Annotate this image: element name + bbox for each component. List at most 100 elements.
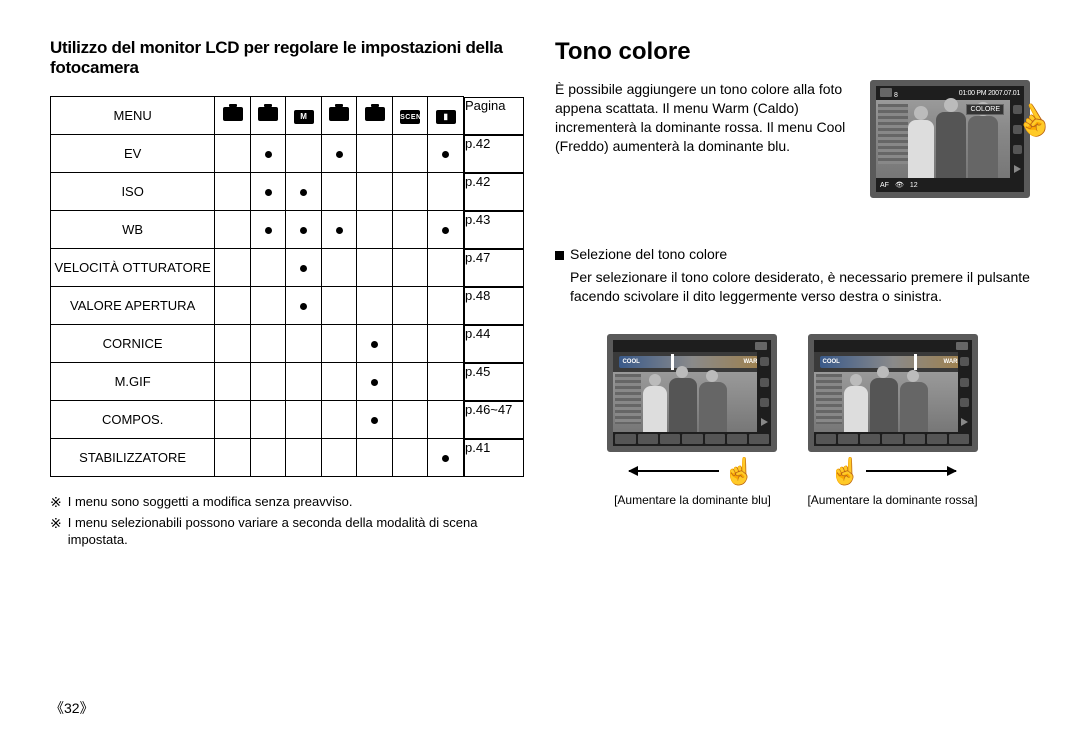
page-number: 《32》 — [50, 698, 94, 718]
menu-dot-cell — [215, 135, 251, 173]
menu-dot-cell — [428, 401, 464, 439]
bullet-square-icon — [555, 251, 564, 260]
lcd-preview-main: 8 01:00 PM 2007.07.01 COLORE AF 👁 — [870, 80, 1030, 198]
menu-dot-cell — [428, 173, 464, 211]
menu-row-page: p.42 — [464, 135, 524, 173]
menu-dot-cell — [357, 325, 393, 363]
menu-row-page: p.41 — [464, 439, 524, 477]
menu-header-mode-icon — [321, 97, 357, 135]
lcd-preview-warm: COOL WARM — [808, 334, 978, 452]
lcd-top-count: 8 — [894, 92, 898, 99]
table-row: ISOp.42 — [51, 173, 525, 211]
menu-header-mode-icon: ▮ — [428, 97, 464, 135]
menu-row-page: p.43 — [464, 211, 524, 249]
menu-dot-cell — [392, 363, 428, 401]
table-row: COMPOS.p.46~47 — [51, 401, 525, 439]
menu-dot-cell — [250, 325, 286, 363]
menu-dot-cell — [392, 135, 428, 173]
menu-dot-cell — [357, 439, 393, 477]
lcd-af-label: AF — [880, 182, 889, 189]
lcd-colore-chip: COLORE — [966, 104, 1004, 115]
menu-dot-cell — [215, 401, 251, 439]
menu-dot-cell — [286, 401, 322, 439]
menu-dot-cell — [215, 363, 251, 401]
menu-dot-cell — [250, 249, 286, 287]
table-row: WBp.43 — [51, 211, 525, 249]
left-heading: Utilizzo del monitor LCD per regolare le… — [50, 38, 525, 78]
menu-dot-cell — [321, 439, 357, 477]
menu-dot-cell — [215, 287, 251, 325]
menu-dot-cell — [357, 249, 393, 287]
menu-row-page: p.48 — [464, 287, 524, 325]
menu-dot-cell — [215, 439, 251, 477]
menu-dot-cell — [428, 439, 464, 477]
menu-dot-cell — [250, 173, 286, 211]
note-marker-icon: ※ — [50, 493, 62, 512]
menu-dot-cell — [286, 439, 322, 477]
menu-row-label: CORNICE — [51, 325, 215, 363]
menu-dot-cell — [215, 211, 251, 249]
menu-dot-cell — [392, 249, 428, 287]
menu-dot-cell — [392, 401, 428, 439]
table-row: VELOCITÀ OTTURATOREp.47 — [51, 249, 525, 287]
menu-header-menu: MENU — [51, 97, 215, 135]
menu-dot-cell — [321, 401, 357, 439]
menu-dot-cell — [321, 287, 357, 325]
menu-row-label: EV — [51, 135, 215, 173]
menu-header-mode-icon — [215, 97, 251, 135]
menu-row-page: p.42 — [464, 173, 524, 211]
menu-header-mode-icon — [250, 97, 286, 135]
menu-dot-cell — [215, 325, 251, 363]
menu-row-page: p.47 — [464, 249, 524, 287]
menu-dot-cell — [392, 211, 428, 249]
menu-header-mode-icon: M — [286, 97, 322, 135]
table-row: STABILIZZATORE p.41 — [51, 439, 525, 477]
menu-dot-cell — [392, 287, 428, 325]
menu-row-page: p.45 — [464, 363, 524, 401]
lcd-top-datetime: 01:00 PM 2007.07.01 — [959, 90, 1020, 97]
menu-dot-cell — [321, 135, 357, 173]
notes: ※I menu sono soggetti a modifica senza p… — [50, 493, 525, 549]
menu-dot-cell — [392, 439, 428, 477]
menu-dot-cell — [321, 211, 357, 249]
menu-row-page: p.44 — [464, 325, 524, 363]
menu-dot-cell — [250, 287, 286, 325]
menu-row-label: STABILIZZATORE — [51, 439, 215, 477]
table-row: VALORE APERTURA p.48 — [51, 287, 525, 325]
menu-dot-cell — [250, 439, 286, 477]
slider-cool-label: COOL — [622, 359, 639, 365]
slider-cool-label: COOL — [823, 359, 840, 365]
right-heading: Tono colore — [555, 38, 1030, 66]
menu-row-label: COMPOS. — [51, 401, 215, 439]
menu-row-label: VALORE APERTURA — [51, 287, 215, 325]
intro-text: È possibile aggiungere un tono colore al… — [555, 80, 860, 198]
menu-dot-cell — [286, 211, 322, 249]
menu-dot-cell — [286, 135, 322, 173]
note-marker-icon: ※ — [50, 514, 62, 549]
section-body: Per selezionare il tono colore desiderat… — [555, 268, 1030, 306]
menu-dot-cell — [321, 363, 357, 401]
caption-cool: [Aumentare la dominante blu] — [614, 493, 771, 507]
menu-dot-cell — [321, 325, 357, 363]
lcd-preview-cool: COOL WARM — [607, 334, 777, 452]
menu-dot-cell — [428, 363, 464, 401]
menu-dot-cell — [286, 173, 322, 211]
menu-dot-cell — [428, 325, 464, 363]
menu-header-page: Pagina — [464, 97, 524, 135]
table-row: CORNICE p.44 — [51, 325, 525, 363]
menu-dot-cell — [357, 287, 393, 325]
lcd-bottom-num: 12 — [910, 182, 918, 189]
menu-dot-cell — [428, 287, 464, 325]
menu-dot-cell — [286, 249, 322, 287]
section-title: Selezione del tono colore — [570, 246, 727, 262]
menu-dot-cell — [357, 173, 393, 211]
menu-dot-cell — [250, 211, 286, 249]
table-row: EV p.42 — [51, 135, 525, 173]
menu-row-label: M.GIF — [51, 363, 215, 401]
menu-dot-cell — [428, 211, 464, 249]
swipe-right-icon: ☝ — [829, 456, 955, 487]
table-row: M.GIF p.45 — [51, 363, 525, 401]
note-text: I menu selezionabili possono variare a s… — [68, 514, 525, 549]
menu-dot-cell — [250, 363, 286, 401]
menu-dot-cell — [392, 325, 428, 363]
